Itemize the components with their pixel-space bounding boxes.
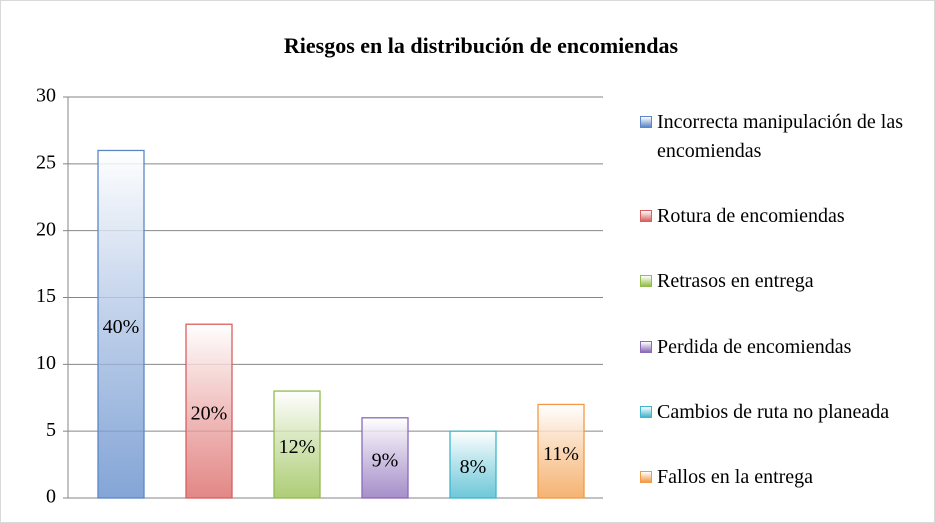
data-label: 11% xyxy=(543,443,579,465)
bar xyxy=(185,323,233,499)
y-tick-label: 30 xyxy=(36,85,56,107)
legend-label: Cambios de ruta no planeada xyxy=(657,400,890,423)
y-tick-label: 10 xyxy=(36,352,56,374)
legend-label: Incorrecta manipulación de las encomiend… xyxy=(657,111,903,163)
legend-label: Fallos en la entrega xyxy=(657,465,814,488)
legend-swatch xyxy=(640,340,652,353)
legend-swatch xyxy=(640,116,652,129)
legend-item: Retrasos en entrega xyxy=(640,267,930,296)
y-tick-label: 15 xyxy=(36,285,56,307)
data-label: 12% xyxy=(279,436,316,458)
legend-item: Cambios de ruta no planeada xyxy=(640,398,930,427)
y-tick-label: 5 xyxy=(46,419,56,441)
legend-label: Rotura de encomiendas xyxy=(657,205,845,228)
legend-swatch xyxy=(640,405,652,418)
legend-swatch xyxy=(640,210,652,223)
legend-item: Rotura de encomiendas xyxy=(640,202,930,231)
bar xyxy=(273,390,321,499)
bar xyxy=(361,417,409,499)
bar xyxy=(97,149,145,499)
data-label: 40% xyxy=(103,316,140,338)
legend-item: Fallos en la entrega xyxy=(640,463,930,492)
legend-swatch xyxy=(640,275,652,288)
legend-label: Perdida de encomiendas xyxy=(657,335,852,358)
data-label: 9% xyxy=(372,449,399,471)
legend-label: Retrasos en entrega xyxy=(657,270,814,293)
legend-item: Perdida de encomiendas xyxy=(640,333,930,362)
bar xyxy=(537,403,585,499)
chart-title: Riesgos en la distribución de encomienda… xyxy=(284,33,679,58)
data-label: 20% xyxy=(191,403,228,425)
legend: Incorrecta manipulación de las encomiend… xyxy=(640,90,930,510)
y-tick-label: 20 xyxy=(36,218,56,240)
data-label: 8% xyxy=(460,456,487,478)
bar xyxy=(449,430,497,499)
y-tick-label: 0 xyxy=(46,486,56,508)
legend-swatch xyxy=(640,470,652,483)
y-tick-label: 25 xyxy=(36,151,56,173)
legend-item: Incorrecta manipulación de las encomiend… xyxy=(640,108,930,166)
